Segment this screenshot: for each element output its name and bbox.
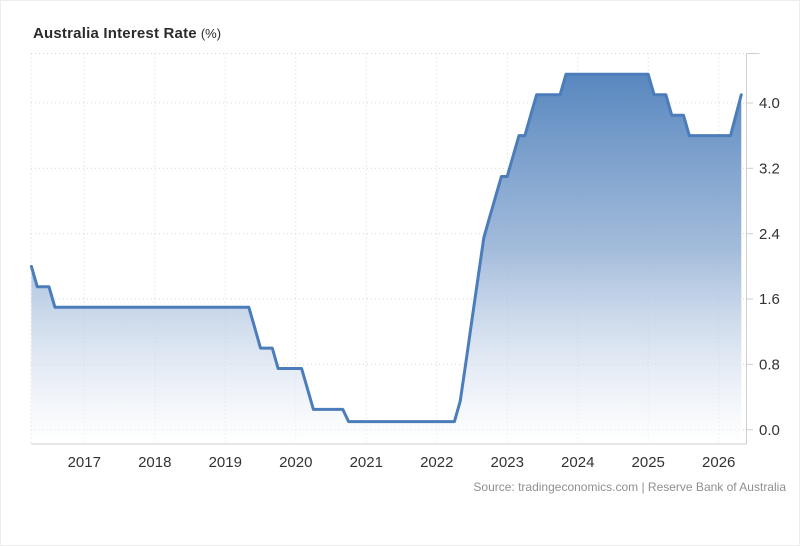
y-tick-label: 4.0 bbox=[759, 95, 780, 112]
rate-area-fill bbox=[31, 74, 742, 445]
y-tick-label: 0.8 bbox=[759, 357, 780, 374]
x-tick-label: 2021 bbox=[350, 454, 383, 471]
x-tick-label: 2018 bbox=[138, 454, 171, 471]
x-tick-label: 2025 bbox=[632, 454, 665, 471]
chart-title-text: Australia Interest Rate bbox=[33, 25, 197, 42]
y-tick-label: 3.2 bbox=[759, 161, 780, 178]
chart-title-unit: (%) bbox=[200, 26, 222, 41]
chart-title: Australia Interest Rate (%) bbox=[33, 25, 221, 43]
x-tick-label: 2017 bbox=[68, 454, 101, 471]
x-tick-label: 2024 bbox=[561, 454, 594, 471]
x-tick-label: 2023 bbox=[491, 454, 524, 471]
x-tick-label: 2026 bbox=[702, 454, 735, 471]
rate-line bbox=[29, 72, 743, 424]
source-attribution: Source: tradingeconomics.com | Reserve B… bbox=[473, 480, 786, 494]
y-tick-label: 1.6 bbox=[759, 291, 780, 308]
y-tick-label: 0.0 bbox=[759, 422, 780, 439]
x-tick-label: 2019 bbox=[209, 454, 242, 471]
y-tick-label: 2.4 bbox=[759, 226, 780, 243]
x-tick-label: 2022 bbox=[420, 454, 453, 471]
x-tick-label: 2020 bbox=[279, 454, 312, 471]
